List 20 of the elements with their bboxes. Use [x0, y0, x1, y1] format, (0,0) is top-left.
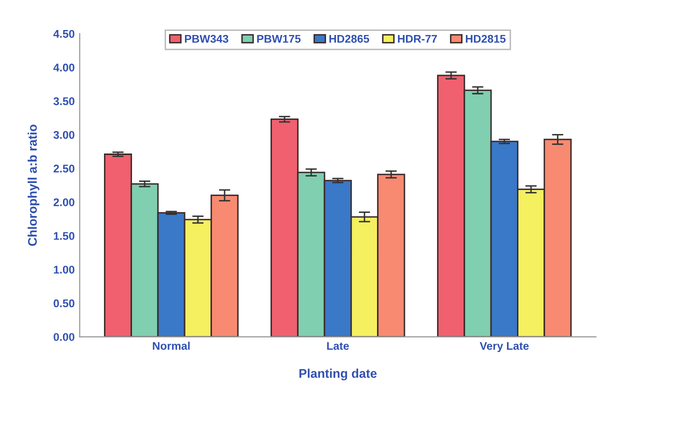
y-tick-label: 3.00	[53, 130, 74, 139]
y-axis-title: Chlorophyll a:b ratio	[28, 124, 40, 246]
y-tick-label: 2.50	[54, 164, 74, 173]
legend-label: HD2815	[466, 34, 506, 43]
x-tick-label: Normal	[152, 342, 190, 350]
x-tick-label: Late	[327, 342, 349, 350]
legend-label: HD2865	[329, 34, 370, 43]
legend-label: HDR-77	[398, 34, 437, 43]
y-tick-label: 0.00	[54, 333, 74, 341]
legend-label: PBW343	[184, 34, 228, 43]
y-tick-label: 1.50	[54, 232, 74, 240]
x-tick-label: Very Late	[480, 342, 529, 352]
y-tick-label: 4.00	[53, 64, 74, 72]
x-axis-title: Planting date	[299, 368, 377, 380]
y-tick-label: 3.50	[53, 97, 74, 106]
y-tick-label: 2.00	[54, 198, 74, 206]
y-tick-label: 4.50	[53, 30, 74, 38]
y-tick-label: 1.00	[54, 266, 74, 274]
legend-label: PBW175	[257, 34, 301, 43]
y-tick-label: 0.50	[54, 299, 74, 308]
